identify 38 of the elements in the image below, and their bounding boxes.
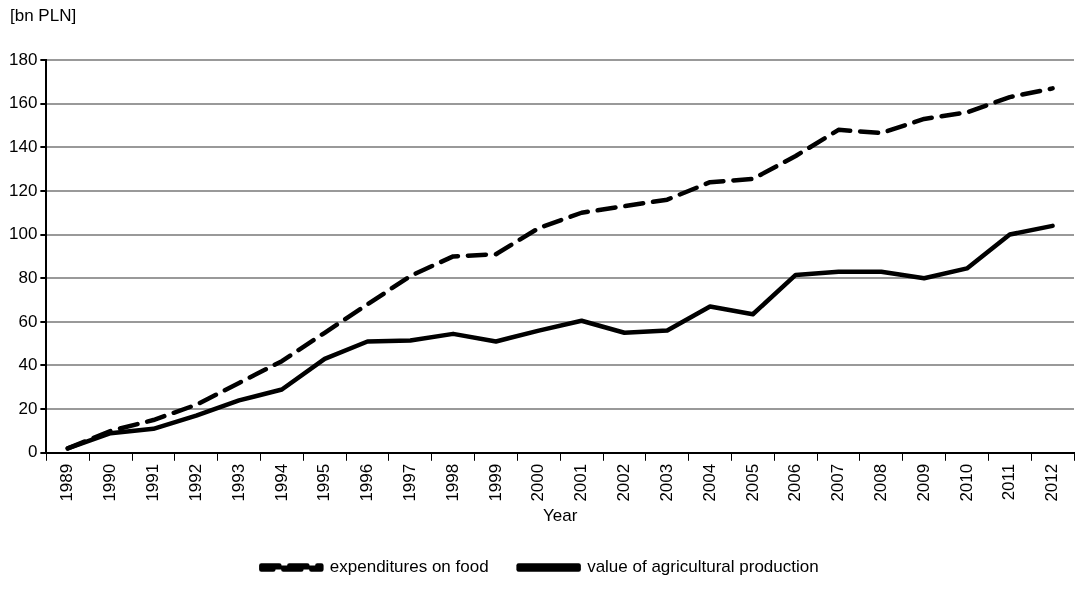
x-tick-label: 2005 [742,463,762,502]
y-tick-label: 160 [8,93,38,113]
x-tick-label: 1995 [314,463,334,502]
y-tick-label: 0 [27,442,38,462]
x-tick-label: 1990 [100,463,120,502]
y-tick-label: 100 [8,224,38,244]
x-tick-label: 1996 [357,463,377,502]
x-tick-label: 2003 [656,463,676,502]
x-tick-label: 2007 [828,463,848,502]
x-tick-label: 1993 [228,463,248,502]
x-tick-label: 1991 [143,463,163,502]
y-tick-label: 120 [8,180,38,200]
y-tick-label: 40 [18,355,38,375]
x-tick-label: 1998 [442,463,462,502]
legend-label: expenditures on food [329,557,489,577]
y-axis-title: [bn PLN] [10,6,77,26]
y-tick-label: 180 [8,49,38,69]
x-tick-label: 2000 [528,463,548,502]
x-tick-label: 1994 [271,463,291,502]
x-tick-label: 2002 [614,463,634,502]
x-tick-label: 2011 [999,463,1019,501]
x-tick-label: 1997 [400,463,420,502]
x-tick-label: 1989 [57,463,77,502]
y-tick-label: 20 [18,398,38,418]
x-tick-label: 2008 [871,463,891,502]
x-tick-label: 2006 [785,463,805,502]
x-tick-label: 2010 [956,463,976,502]
y-tick-label: 60 [18,311,38,331]
x-tick-label: 2004 [699,463,719,502]
x-tick-label: 2001 [571,463,591,502]
x-tick-label: 1992 [185,463,205,502]
x-tick-label: 1999 [485,463,505,502]
x-axis-title: Year [543,506,578,526]
x-tick-label: 2009 [913,463,933,502]
x-tick-label: 2012 [1042,463,1062,502]
y-tick-label: 80 [18,267,38,287]
legend-label: value of agricultural production [587,557,819,577]
y-tick-label: 140 [8,136,38,156]
